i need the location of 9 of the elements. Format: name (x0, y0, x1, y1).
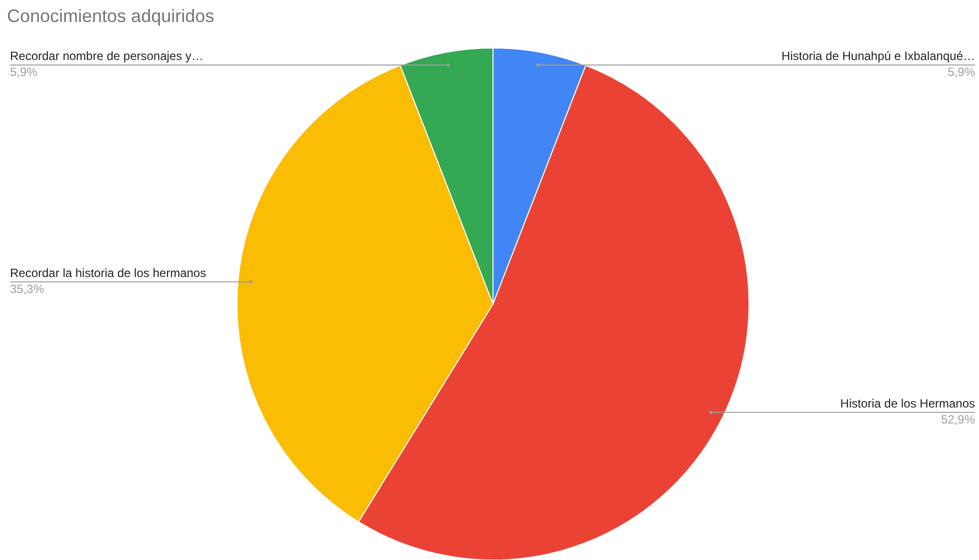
data-label: 5,9% (948, 64, 976, 79)
chart-title: Conocimientos adquiridos (7, 6, 214, 26)
slice-label: Recordar nombre de personajes y… (10, 48, 204, 63)
slice-label: Historia de Hunahpú e Ixbalanqué… (782, 48, 975, 63)
data-label: 35,3% (10, 282, 44, 296)
data-label: 52,9% (940, 412, 976, 426)
slice-label: Historia de los Hermanos (840, 396, 975, 410)
data-label: 5,9% (10, 64, 38, 79)
slice-label: Recordar la historia de los hermanos (10, 266, 206, 280)
